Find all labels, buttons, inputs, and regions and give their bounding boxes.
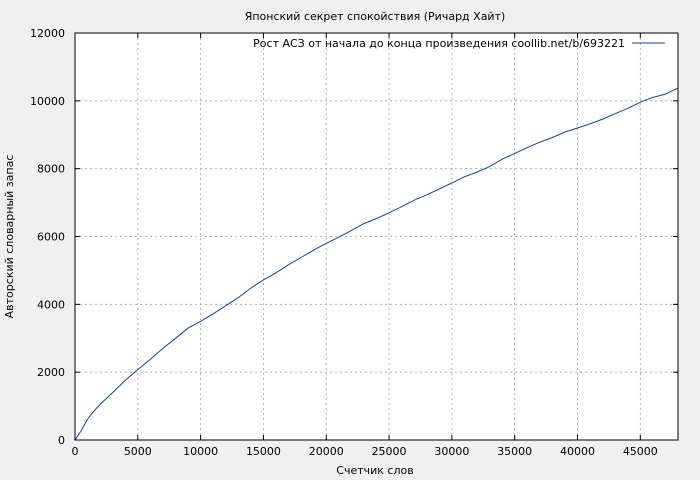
grid <box>75 33 678 440</box>
y-tick-label: 8000 <box>37 163 65 176</box>
ticks: 0 5000 10000 15000 20000 25000 30000 35000 40000… <box>30 27 678 458</box>
x-axis-label: Счетчик слов <box>336 464 413 477</box>
legend: Рост АСЗ от начала до конца произведения… <box>253 37 665 50</box>
x-tick-label: 25000 <box>372 445 407 458</box>
y-tick-label: 4000 <box>37 298 65 311</box>
x-tick-label: 45000 <box>623 445 658 458</box>
x-tick-label: 40000 <box>560 445 595 458</box>
y-tick-label: 12000 <box>30 27 65 40</box>
x-tick-label: 0 <box>72 445 79 458</box>
x-tick-label: 35000 <box>497 445 532 458</box>
chart-title: Японский секрет спокойствия (Ричард Хайт… <box>245 10 506 23</box>
y-tick-label: 6000 <box>37 231 65 244</box>
x-tick-label: 20000 <box>309 445 344 458</box>
legend-label: Рост АСЗ от начала до конца произведения… <box>253 37 625 50</box>
x-tick-label: 30000 <box>434 445 469 458</box>
x-tick-label: 5000 <box>124 445 152 458</box>
y-tick-label: 0 <box>58 434 65 447</box>
y-axis-label: Авторский словарный запас <box>3 155 16 319</box>
series-layer <box>74 87 679 441</box>
x-tick-label: 15000 <box>246 445 281 458</box>
plot-frame <box>74 32 679 441</box>
y-tick-label: 10000 <box>30 95 65 108</box>
x-tick-label: 10000 <box>183 445 218 458</box>
series-line <box>74 87 679 441</box>
y-tick-label: 2000 <box>37 366 65 379</box>
